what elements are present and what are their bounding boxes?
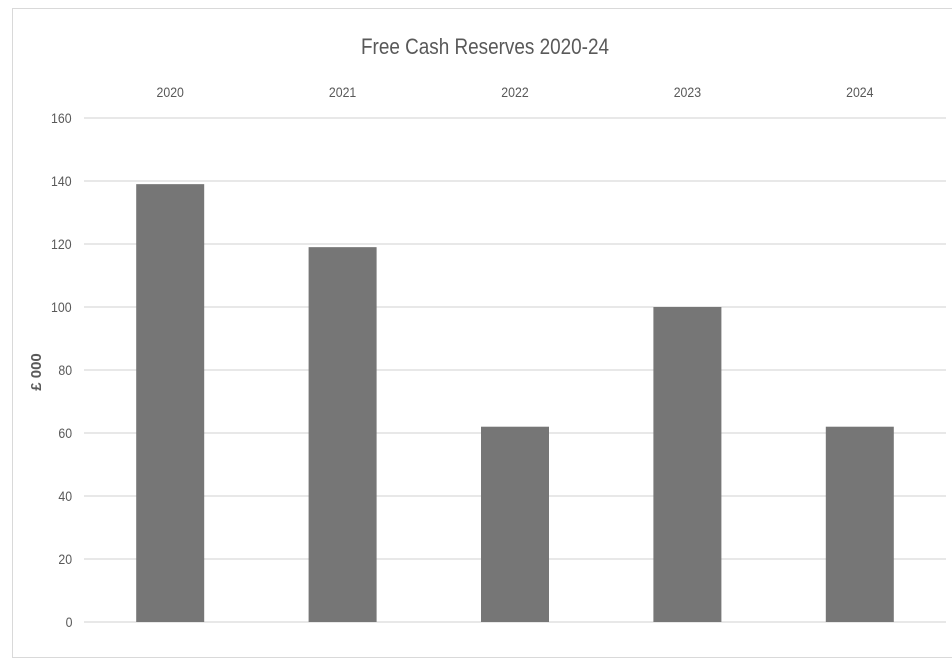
- y-tick-label: 120: [51, 236, 72, 252]
- y-tick-label: 20: [58, 551, 72, 567]
- x-tick-label: 2022: [501, 84, 528, 100]
- y-tick-label: 0: [66, 614, 73, 630]
- y-axis-ticks: 0 20 40 60 80 100 120 140 160: [51, 110, 72, 630]
- y-tick-label: 160: [51, 110, 72, 126]
- bar-2020: [136, 184, 205, 622]
- bars: [136, 184, 894, 622]
- y-tick-label: 80: [58, 362, 72, 378]
- x-tick-label: 2021: [329, 84, 356, 100]
- x-tick-label: 2020: [157, 84, 184, 100]
- bar-2021: [308, 247, 377, 622]
- chart-title: Free Cash Reserves 2020-24: [361, 35, 609, 60]
- x-tick-label: 2023: [674, 84, 701, 100]
- y-tick-label: 140: [51, 173, 72, 189]
- y-tick-label: 100: [51, 299, 72, 315]
- y-tick-label: 40: [58, 488, 72, 504]
- bar-chart: Free Cash Reserves 2020-24 £ 000 0 20 40 60…: [28, 35, 946, 630]
- bar-2022: [481, 426, 549, 622]
- y-tick-label: 60: [58, 425, 72, 441]
- bar-2024: [825, 426, 894, 622]
- x-axis-ticks: 2020 2021 2022 2023 2024: [157, 84, 874, 100]
- bar-2023: [653, 307, 722, 622]
- x-tick-label: 2024: [846, 84, 873, 100]
- y-axis-title: £ 000: [28, 353, 45, 391]
